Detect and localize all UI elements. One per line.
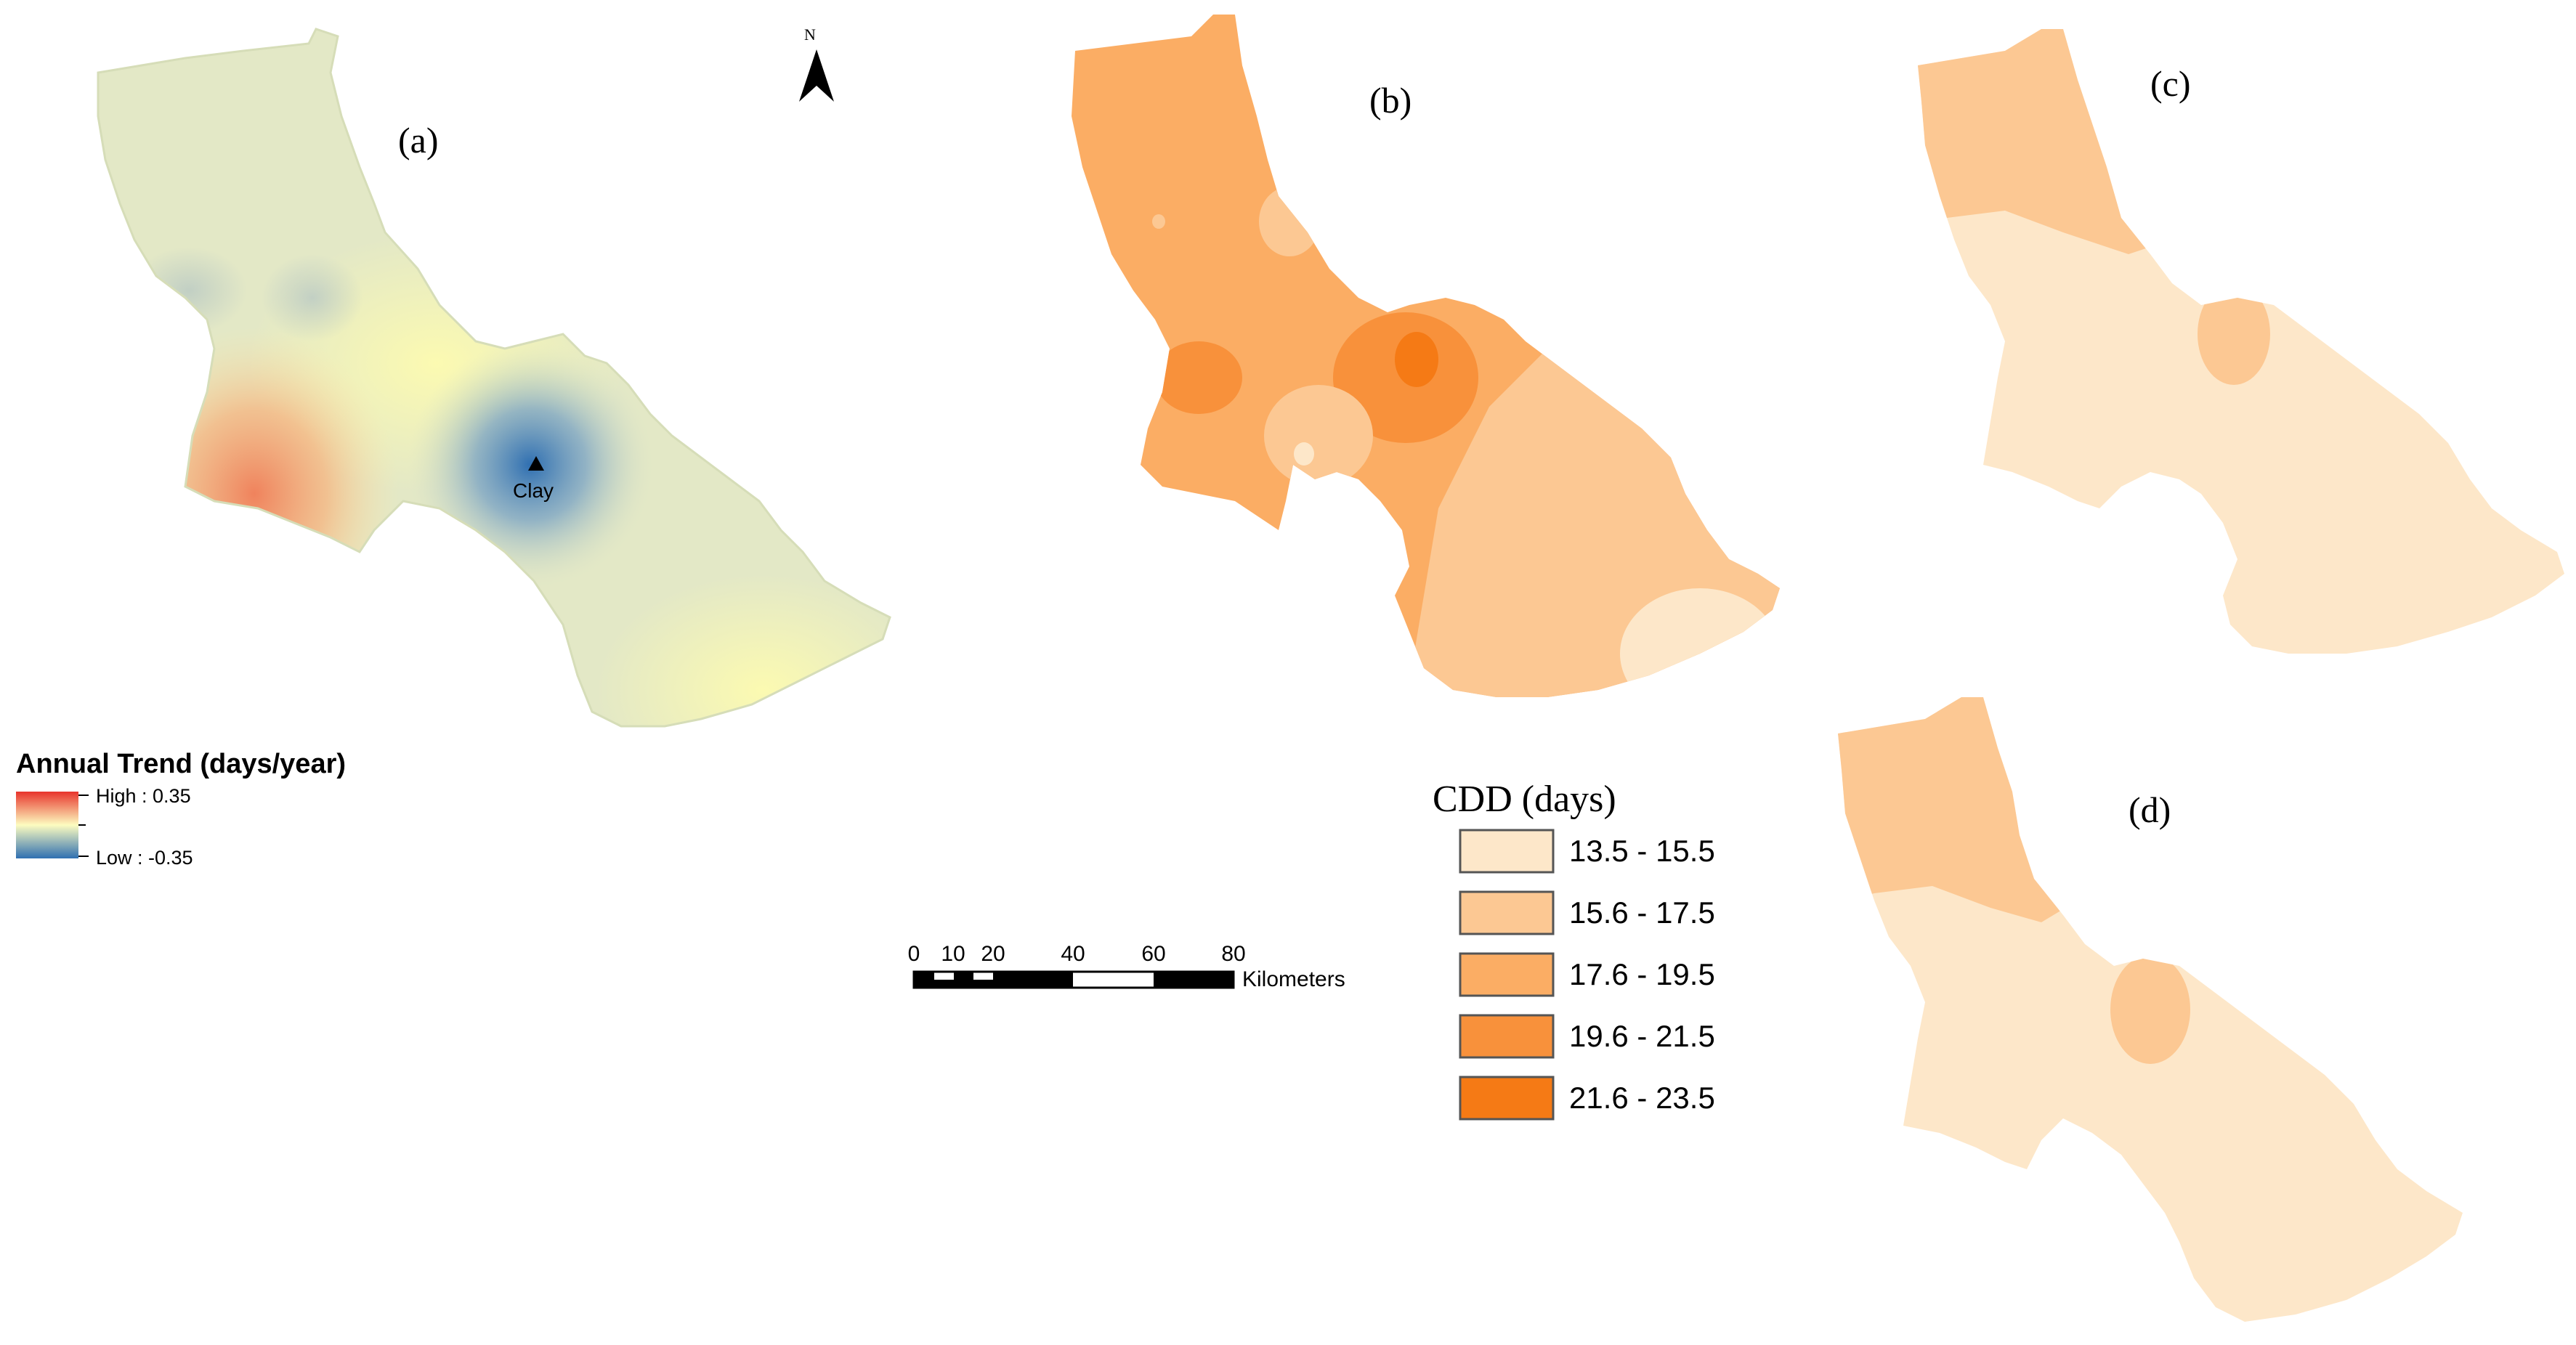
scale-bar: 0 10 20 40 60 80 Kilometers: [908, 942, 1345, 991]
north-arrow-icon: [799, 49, 834, 102]
trend-legend-high: High : 0.35: [96, 785, 191, 807]
scale-tick-60: 60: [1141, 942, 1165, 966]
cdd-legend-swatch-4: [1459, 1014, 1555, 1059]
station-triangle-icon: [528, 456, 544, 471]
cdd-legend-label-2: 15.6 - 17.5: [1569, 895, 1715, 930]
cdd-legend-label-1: 13.5 - 15.5: [1569, 834, 1715, 868]
cdd-legend-title: CDD (days): [1433, 779, 1616, 820]
trend-legend-title: Annual Trend (days/year): [16, 749, 346, 779]
trend-legend-ramp: [16, 792, 78, 858]
cdd-legend-swatch-2: [1459, 890, 1555, 935]
cdd-legend: CDD (days) 13.5 - 15.5 15.6 - 17.5 17.6 - …: [1433, 779, 1715, 1121]
panel-c-label: (c): [2150, 63, 2191, 104]
scale-tick-20: 20: [981, 942, 1005, 966]
panel-d-map: [1838, 697, 2463, 1322]
scale-unit: Kilometers: [1242, 967, 1345, 991]
cdd-legend-swatch-3: [1459, 952, 1555, 997]
panel-a-map: [97, 28, 891, 728]
panel-a-label: (a): [398, 120, 439, 160]
station-label: Clay: [513, 479, 554, 502]
scale-tick-0: 0: [908, 942, 920, 966]
cdd-legend-label-5: 21.6 - 23.5: [1569, 1081, 1715, 1115]
scale-tick-80: 80: [1221, 942, 1245, 966]
scale-tick-10: 10: [941, 942, 965, 966]
cdd-legend-swatch-1: [1459, 829, 1555, 874]
north-label: N: [804, 25, 816, 44]
panel-c-map: [1918, 29, 2564, 654]
cdd-legend-label-3: 17.6 - 19.5: [1569, 957, 1715, 991]
panel-d-label: (d): [2129, 789, 2171, 830]
cdd-legend-label-4: 19.6 - 21.5: [1569, 1019, 1715, 1053]
trend-legend-low: Low : -0.35: [96, 847, 193, 869]
scale-tick-40: 40: [1061, 942, 1085, 966]
cdd-legend-swatch-5: [1459, 1076, 1555, 1121]
panel-b-label: (b): [1369, 80, 1411, 121]
panel-b-map: [1072, 15, 1780, 697]
